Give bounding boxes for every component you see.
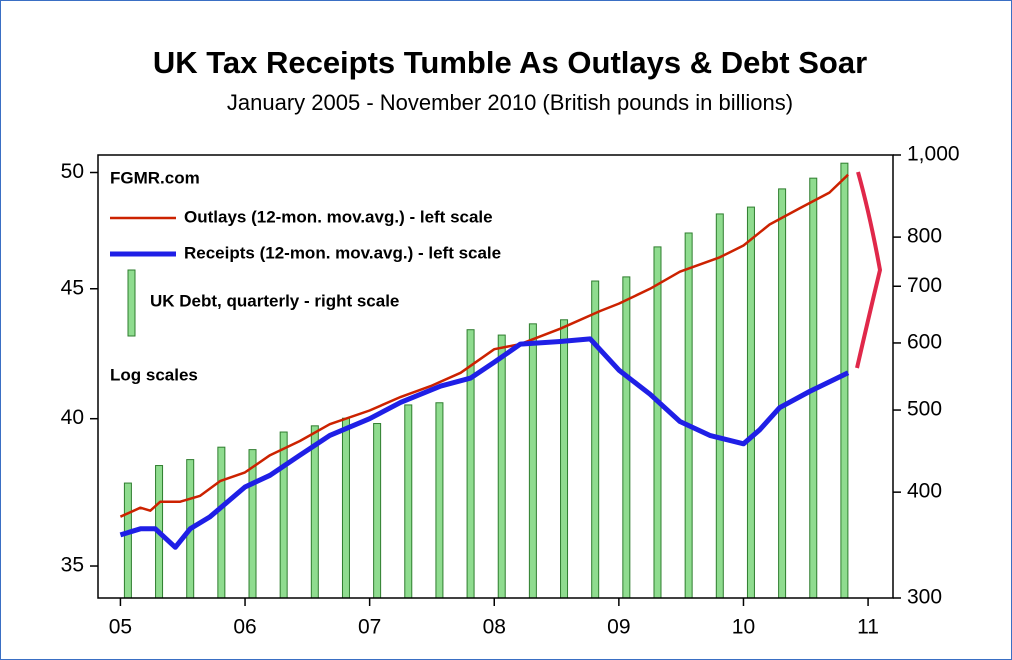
legend-label: Outlays (12-mon. mov.avg.) - left scale xyxy=(184,207,493,226)
y2-tick-label: 500 xyxy=(907,398,942,421)
bar xyxy=(373,423,382,599)
bar xyxy=(746,206,755,599)
x-tick-label: 11 xyxy=(857,616,879,639)
arrow xyxy=(855,171,883,369)
bar xyxy=(653,246,662,599)
chart-subtitle: January 2005 - November 2010 (British po… xyxy=(227,90,793,115)
legend-label: Receipts (12-mon. mov.avg.) - left scale xyxy=(184,243,501,262)
x-tick-label: 08 xyxy=(483,616,506,639)
bar xyxy=(528,323,537,599)
legend-label: UK Debt, quarterly - right scale xyxy=(150,291,399,310)
x-tick-label: 09 xyxy=(607,616,630,639)
bar xyxy=(591,280,600,599)
bar xyxy=(435,402,444,599)
chart-title: UK Tax Receipts Tumble As Outlays & Debt… xyxy=(153,45,867,80)
y2-tick-label: 800 xyxy=(907,225,942,248)
bar xyxy=(840,162,849,599)
x-tick-label: 06 xyxy=(233,616,256,639)
y2-tick-label: 400 xyxy=(907,480,942,503)
bar xyxy=(684,232,693,599)
bar xyxy=(622,276,631,599)
y-tick-label: 50 xyxy=(61,160,84,183)
bar xyxy=(341,417,350,599)
annotation: FGMR.com xyxy=(110,168,200,187)
annotation: Log scales xyxy=(110,365,198,384)
bar xyxy=(466,329,475,599)
bar xyxy=(560,319,569,599)
bar xyxy=(310,425,319,599)
line xyxy=(119,173,849,518)
x-tick-label: 10 xyxy=(732,616,755,639)
y2-tick-label: 600 xyxy=(907,331,942,354)
bar xyxy=(715,213,724,599)
y-tick-label: 40 xyxy=(61,406,84,429)
bar xyxy=(497,334,506,599)
bar xyxy=(778,188,787,599)
bar xyxy=(248,449,257,599)
y2-tick-label: 1,000 xyxy=(907,143,960,166)
bar xyxy=(217,446,226,599)
plot-frame xyxy=(97,154,894,599)
bar xyxy=(279,431,288,599)
x-tick-label: 07 xyxy=(358,616,381,639)
y2-tick-label: 700 xyxy=(907,274,942,297)
bar xyxy=(123,482,132,599)
x-tick-label: 05 xyxy=(109,616,132,639)
legend-swatch xyxy=(127,269,136,337)
line xyxy=(119,336,850,550)
y-tick-label: 45 xyxy=(61,276,84,299)
bar xyxy=(404,404,413,599)
y-tick-label: 35 xyxy=(61,554,84,577)
y2-tick-label: 300 xyxy=(907,586,942,609)
